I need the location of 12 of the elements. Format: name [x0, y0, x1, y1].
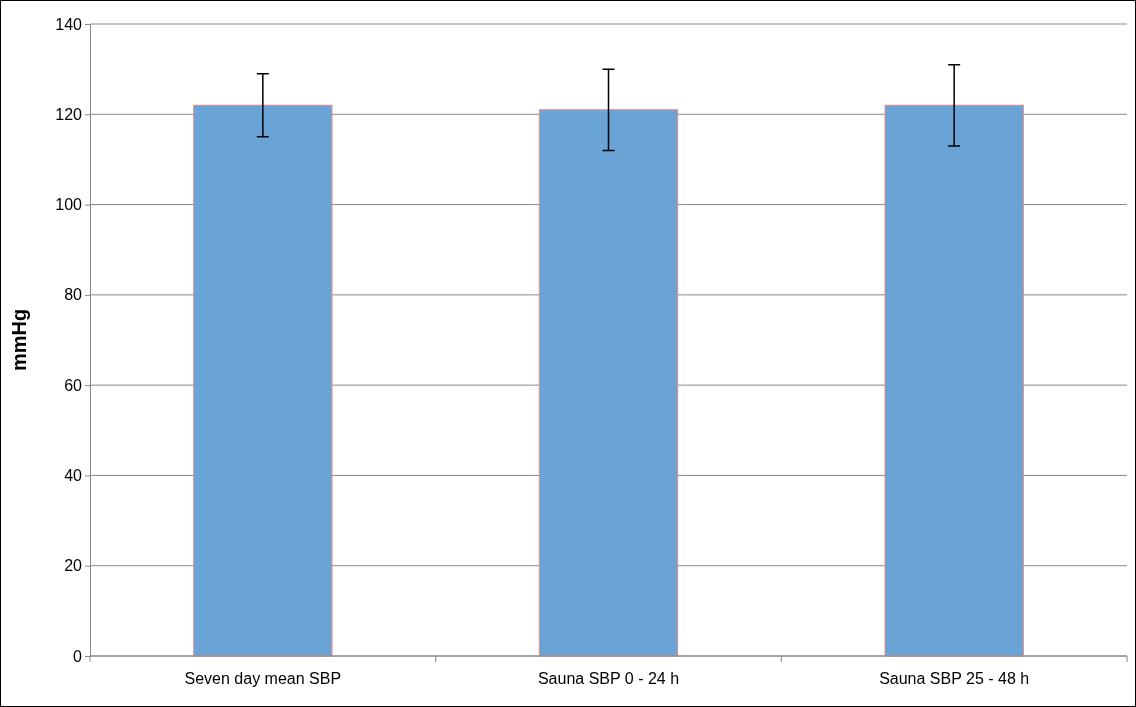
y-tick-label: 0 [73, 647, 83, 665]
y-axis-title: mmHg [8, 308, 30, 372]
x-tick-label: Seven day mean SBP [184, 670, 342, 687]
y-tick-label: 140 [55, 15, 83, 33]
y-tick-label: 100 [55, 196, 83, 214]
x-tick-label: Sauna SBP 0 - 24 h [537, 670, 680, 687]
y-tick-label: 40 [64, 467, 83, 485]
y-tick-label: 20 [64, 557, 83, 575]
y-tick-label: 60 [64, 376, 83, 394]
y-tick-label: 80 [64, 286, 83, 304]
y-tick-label: 120 [55, 105, 83, 123]
x-tick-label: Sauna SBP 25 - 48 h [879, 670, 1030, 687]
